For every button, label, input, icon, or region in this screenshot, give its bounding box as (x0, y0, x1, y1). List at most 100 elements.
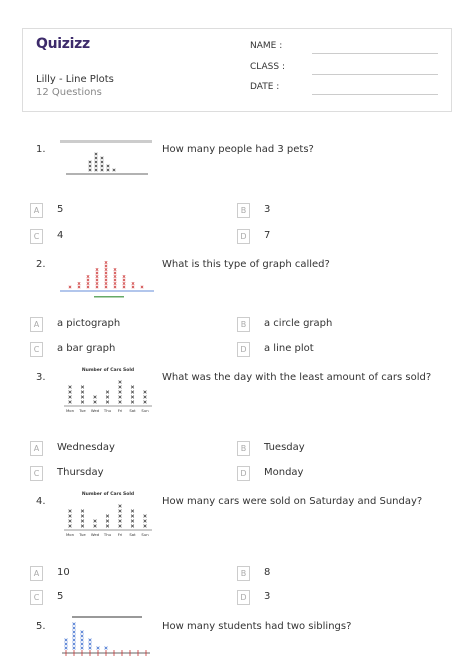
option-text[interactable]: 5 (57, 591, 64, 602)
image-axis-label: Sat (129, 408, 136, 413)
option-text[interactable]: 3 (264, 591, 271, 602)
option-text[interactable]: a line plot (264, 343, 314, 354)
x-mark (130, 390, 135, 394)
option-text[interactable]: 7 (264, 230, 271, 241)
option-letter[interactable]: B (237, 441, 250, 456)
x-mark (80, 638, 84, 642)
x-mark (80, 400, 85, 404)
option-text[interactable]: Monday (264, 467, 304, 478)
image-axis-label: Thu (103, 408, 112, 413)
image-axis-label: Wed (91, 532, 100, 537)
x-mark (94, 168, 98, 172)
x-mark (118, 395, 122, 399)
option-letter[interactable]: B (237, 566, 250, 581)
x-mark (88, 638, 92, 642)
x-mark (122, 278, 126, 282)
x-mark (106, 168, 110, 172)
option-text[interactable]: Wednesday (57, 442, 115, 453)
x-mark (72, 626, 76, 630)
x-mark (86, 278, 90, 282)
option-letter[interactable]: D (237, 229, 250, 244)
option-letter[interactable]: C (30, 342, 43, 357)
x-mark (106, 164, 110, 168)
question-image (62, 616, 150, 656)
question-text: How many people had 3 pets? (162, 144, 314, 155)
x-mark (143, 519, 147, 523)
question-number: 2. (36, 259, 46, 270)
x-mark (68, 524, 72, 528)
option-letter[interactable]: A (30, 317, 43, 332)
option-text[interactable]: 10 (57, 567, 70, 578)
x-mark (68, 395, 72, 399)
option-letter[interactable]: B (237, 317, 250, 332)
x-mark (140, 285, 144, 289)
x-mark (88, 168, 92, 172)
x-mark (94, 156, 98, 160)
option-text[interactable]: 3 (264, 204, 271, 215)
x-mark (105, 519, 110, 523)
x-mark (77, 282, 81, 285)
x-mark (118, 524, 122, 528)
option-letter[interactable]: D (237, 342, 250, 357)
image-axis-label: Sun (141, 408, 149, 413)
image-axis-label: Sat (129, 532, 136, 537)
x-mark (113, 278, 117, 282)
x-mark (64, 638, 68, 642)
option-letter[interactable]: C (30, 229, 43, 244)
option-letter[interactable]: C (30, 590, 43, 605)
x-mark (130, 524, 135, 528)
x-mark (93, 395, 97, 399)
option-letter[interactable]: C (30, 466, 43, 481)
x-mark (104, 646, 108, 650)
x-mark (118, 380, 122, 384)
x-mark (130, 519, 135, 523)
x-mark (95, 285, 99, 289)
option-letter[interactable]: B (237, 203, 250, 218)
x-mark (118, 509, 122, 513)
x-mark (72, 630, 76, 634)
x-mark (143, 390, 147, 394)
question-number: 5. (36, 621, 46, 632)
image-title: Number of Cars Sold (82, 491, 134, 497)
x-mark (64, 646, 68, 650)
image-axis-label: Wed (91, 408, 100, 413)
x-mark (95, 275, 99, 278)
x-mark (105, 514, 110, 518)
option-letter[interactable]: D (237, 466, 250, 481)
field-line (312, 74, 438, 75)
option-text[interactable]: a pictograph (57, 318, 121, 329)
x-mark (113, 275, 117, 278)
option-text[interactable]: 8 (264, 567, 271, 578)
x-mark (122, 282, 126, 285)
x-mark (112, 168, 116, 172)
logo: Quizizz (36, 36, 90, 52)
x-mark (130, 509, 135, 513)
x-mark (68, 385, 72, 389)
graphic (60, 140, 152, 143)
option-text[interactable]: Tuesday (264, 442, 305, 453)
option-text[interactable]: 4 (57, 230, 64, 241)
x-mark (80, 642, 84, 646)
option-text[interactable]: a circle graph (264, 318, 333, 329)
x-mark (80, 390, 85, 394)
option-text[interactable]: a bar graph (57, 343, 116, 354)
x-mark (104, 268, 108, 271)
x-mark (113, 282, 117, 285)
x-mark (80, 509, 85, 513)
x-mark (130, 514, 135, 518)
x-mark (80, 524, 85, 528)
x-mark (94, 164, 98, 168)
x-mark (105, 390, 110, 394)
x-mark (105, 524, 110, 528)
option-letter[interactable]: D (237, 590, 250, 605)
option-letter[interactable]: A (30, 566, 43, 581)
option-letter[interactable]: A (30, 203, 43, 218)
x-mark (95, 268, 99, 271)
x-mark (68, 519, 72, 523)
option-text[interactable]: Thursday (57, 467, 104, 478)
x-mark (96, 646, 100, 650)
graphic (72, 616, 142, 618)
option-letter[interactable]: A (30, 441, 43, 456)
option-text[interactable]: 5 (57, 204, 64, 215)
